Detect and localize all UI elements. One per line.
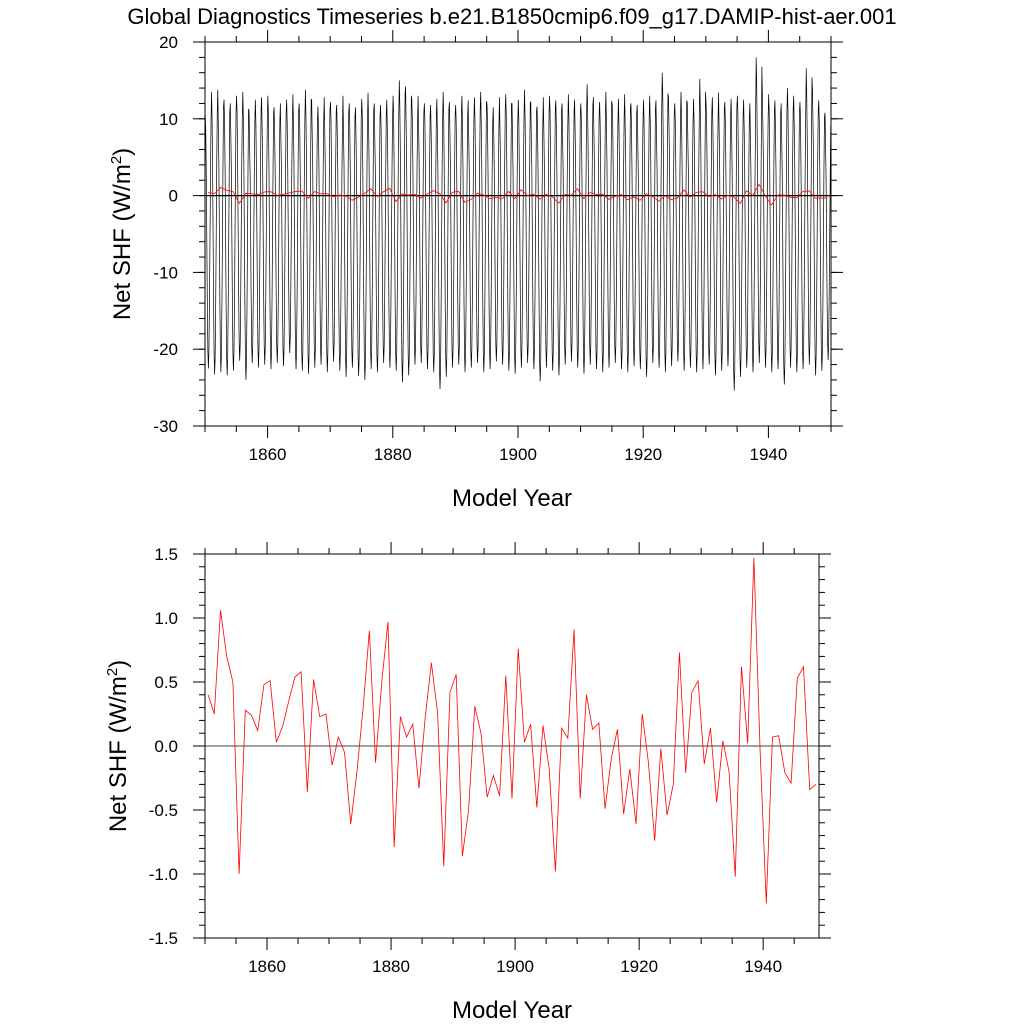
bottom-y-tick-label: 0.5 — [154, 673, 178, 692]
bottom-y-tick-label: 1.5 — [154, 545, 178, 564]
bottom-y-tick-label: -1.0 — [149, 865, 178, 884]
top-ticks: 1860 1880 1900 1920 1940 20 10 0 -10 -20 -30 — [153, 30, 843, 464]
top-plot-area — [204, 57, 832, 391]
bottom-annual-series-line — [207, 557, 817, 904]
top-y-tick-label: 20 — [159, 33, 178, 52]
top-x-tick-label: 1920 — [624, 445, 662, 464]
bottom-y-tick-label: 1.0 — [154, 609, 178, 628]
bottom-x-axis-label: Model Year — [452, 997, 572, 1024]
bottom-y-tick-label: -1.5 — [149, 929, 178, 948]
top-y-tick-label: -20 — [153, 340, 178, 359]
bottom-plot-area — [205, 557, 819, 904]
bottom-x-tick-label: 1860 — [248, 957, 286, 976]
top-y-tick-label: -30 — [153, 417, 178, 436]
top-y-tick-label: 0 — [169, 187, 178, 206]
top-annual-series-line — [208, 183, 828, 206]
top-x-tick-label: 1880 — [374, 445, 412, 464]
bottom-panel: 1860 1880 1900 1920 1940 1.5 1.0 0.5 0.0 -0.5 -1.0… — [104, 542, 831, 1024]
bottom-x-tick-label: 1920 — [620, 957, 658, 976]
top-y-tick-label: 10 — [159, 110, 178, 129]
top-x-axis-label: Model Year — [452, 485, 572, 512]
bottom-y-tick-label: 0.0 — [154, 737, 178, 756]
top-x-tick-label: 1900 — [499, 445, 537, 464]
top-y-axis-label: Net SHF (W/m2) — [108, 148, 136, 320]
top-x-tick-label: 1860 — [249, 445, 287, 464]
bottom-x-tick-label: 1900 — [496, 957, 534, 976]
chart-title: Global Diagnostics Timeseries b.e21.B185… — [127, 4, 896, 29]
top-x-tick-label: 1940 — [749, 445, 787, 464]
top-monthly-series-line — [204, 57, 832, 391]
bottom-x-tick-label: 1940 — [744, 957, 782, 976]
top-panel: 1860 1880 1900 1920 1940 20 10 0 -10 -20 -30 Model… — [108, 30, 843, 512]
top-y-tick-label: -10 — [153, 263, 178, 282]
bottom-y-tick-label: -0.5 — [149, 801, 178, 820]
bottom-ticks: 1860 1880 1900 1920 1940 1.5 1.0 0.5 0.0 -0.5 -1.0… — [149, 542, 831, 976]
bottom-x-tick-label: 1880 — [372, 957, 410, 976]
bottom-y-axis-label: Net SHF (W/m2) — [104, 660, 132, 832]
